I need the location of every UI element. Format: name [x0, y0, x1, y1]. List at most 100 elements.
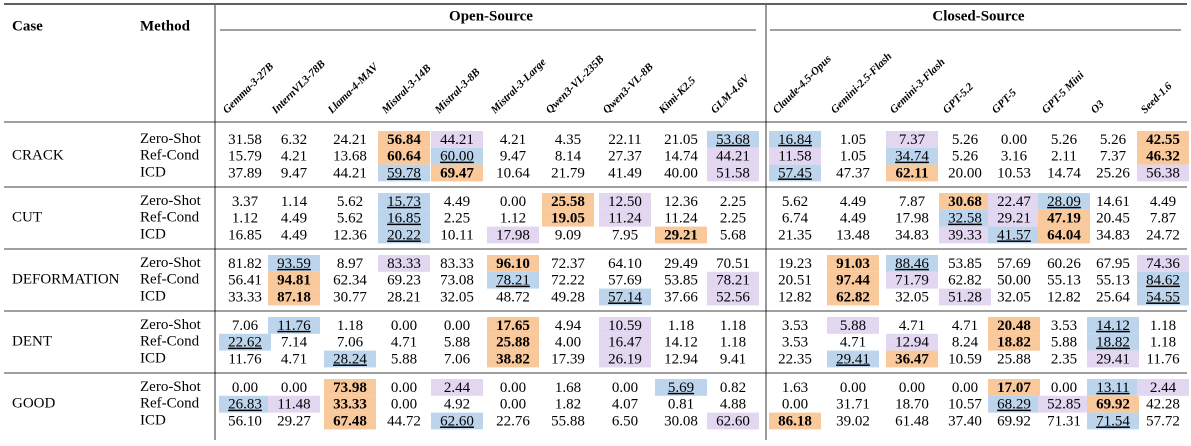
cell-value: 2.35	[1051, 351, 1077, 367]
cell-value: 16.84	[778, 132, 812, 148]
cell-highlight	[769, 131, 821, 148]
cell-value: 19.23	[778, 256, 812, 272]
cell-value: 47.19	[1047, 211, 1081, 227]
group-label: Closed-Source	[932, 8, 1025, 24]
cell-value: 67.95	[1096, 256, 1130, 272]
cell-value: 25.88	[997, 351, 1031, 367]
cell-value: 84.62	[1146, 273, 1180, 289]
cell-value: 26.19	[608, 351, 642, 367]
cell-value: 21.35	[778, 227, 812, 243]
cell-value: 36.47	[895, 351, 929, 367]
cell-value: 11.76	[1146, 351, 1180, 367]
cell-highlight	[1137, 131, 1189, 148]
cell-highlight	[988, 209, 1040, 227]
cell-value: 83.33	[440, 256, 474, 272]
cell-highlight	[324, 379, 376, 396]
cell-highlight	[599, 288, 651, 306]
cell-value: 17.07	[997, 380, 1031, 396]
cell-highlight	[268, 255, 320, 272]
cell-value: 20.51	[778, 273, 812, 289]
cell-value: 0.00	[232, 380, 258, 396]
cell-value: 11.58	[778, 149, 811, 165]
cell-value: 34.83	[895, 227, 929, 243]
cell-value: 29.41	[1096, 351, 1130, 367]
cell-highlight	[827, 317, 879, 334]
cell-value: 5.62	[337, 211, 363, 227]
case-label: CUT	[12, 210, 42, 226]
cell-value: 7.87	[899, 194, 926, 210]
cell-value: 2.25	[720, 194, 746, 210]
cell-value: 51.58	[716, 165, 750, 181]
cell-value: 4.35	[555, 132, 581, 148]
method-label: ICD	[140, 350, 166, 366]
cell-value: 7.06	[444, 351, 471, 367]
cell-value: 52.85	[1047, 397, 1081, 413]
cell-value: 4.21	[281, 149, 307, 165]
cell-value: 16.85	[387, 211, 421, 227]
cell-value: 8.97	[337, 256, 364, 272]
cell-value: 4.94	[555, 318, 582, 334]
cell-value: 74.36	[1146, 256, 1180, 272]
cell-highlight	[1137, 271, 1189, 289]
cell-highlight	[886, 333, 938, 351]
cell-value: 11.24	[664, 211, 698, 227]
model-header: GPT-5 Mini	[1040, 69, 1088, 117]
cell-highlight	[827, 255, 879, 272]
cell-highlight	[769, 412, 821, 430]
cell-value: 28.09	[1047, 194, 1081, 210]
cell-highlight	[1137, 255, 1189, 272]
cell-highlight	[827, 271, 879, 289]
cell-value: 6.32	[281, 132, 307, 148]
cell-value: 33.33	[333, 397, 367, 413]
cell-value: 3.53	[782, 335, 808, 351]
cell-value: 5.88	[391, 351, 417, 367]
model-header: Claude-4.5-Opus	[771, 53, 834, 116]
cell-value: 1.18	[720, 318, 746, 334]
cell-value: 21.79	[551, 165, 585, 181]
cell-value: 0.00	[444, 318, 470, 334]
cell-highlight	[219, 395, 271, 413]
cell-highlight	[599, 350, 651, 368]
cell-value: 5.88	[840, 318, 866, 334]
cell-value: 7.37	[899, 132, 926, 148]
cell-value: 55.13	[1047, 273, 1081, 289]
cell-value: 5.26	[1100, 132, 1127, 148]
cell-highlight	[939, 193, 991, 210]
cell-highlight	[827, 288, 879, 306]
cell-value: 10.59	[608, 318, 642, 334]
cell-value: 31.71	[836, 397, 870, 413]
cell-value: 4.00	[555, 335, 581, 351]
cell-value: 60.26	[1047, 256, 1081, 272]
cell-value: 13.68	[333, 149, 367, 165]
cell-value: 5.26	[952, 132, 979, 148]
cell-value: 17.98	[895, 211, 929, 227]
cell-highlight	[1137, 288, 1189, 306]
cell-value: 47.37	[836, 165, 870, 181]
cell-value: 50.00	[997, 273, 1031, 289]
cell-highlight	[599, 333, 651, 351]
cell-value: 7.95	[612, 227, 638, 243]
cell-highlight	[431, 164, 483, 182]
cell-value: 62.60	[440, 413, 474, 429]
cell-highlight	[707, 288, 759, 306]
cell-value: 71.31	[1047, 413, 1081, 429]
cell-value: 6.74	[782, 211, 809, 227]
cell-value: 22.76	[496, 413, 530, 429]
cell-highlight	[988, 317, 1040, 334]
cell-highlight	[378, 147, 430, 165]
cell-value: 87.18	[277, 289, 311, 305]
cell-value: 70.51	[716, 256, 750, 272]
cell-value: 1.05	[840, 149, 866, 165]
cell-value: 1.68	[555, 380, 581, 396]
cell-value: 72.22	[551, 273, 585, 289]
cell-highlight	[378, 255, 430, 272]
cell-value: 16.85	[228, 227, 262, 243]
cell-value: 86.18	[778, 413, 812, 429]
cell-value: 20.00	[948, 165, 982, 181]
cell-highlight	[324, 395, 376, 413]
cell-value: 0.00	[1001, 132, 1027, 148]
cell-value: 14.74	[1047, 165, 1081, 181]
cell-value: 2.44	[1150, 380, 1177, 396]
cell-value: 4.71	[391, 335, 417, 351]
